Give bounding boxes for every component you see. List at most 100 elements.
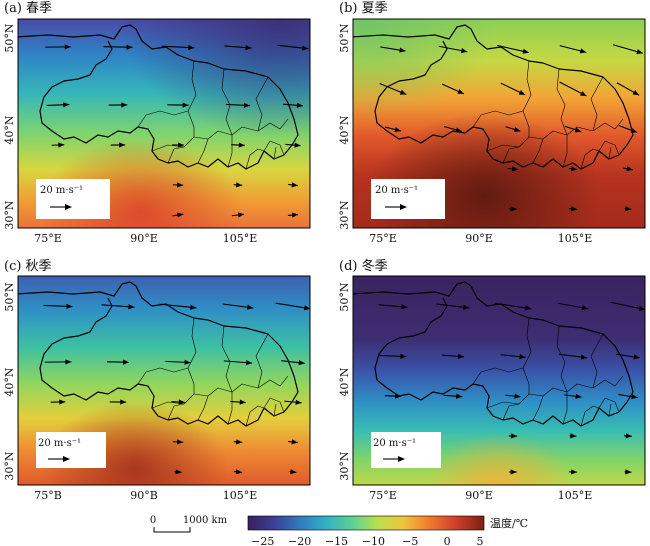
- wind-arrow-head: [638, 305, 645, 311]
- scale-bar: 0 1000 km: [150, 515, 228, 533]
- colorbar-tick: 0: [444, 535, 451, 546]
- y-tick: 30°N: [3, 200, 16, 229]
- wind-arrow-head: [178, 399, 185, 405]
- x-tick: 75°E: [369, 489, 397, 502]
- wind-arrow-head: [298, 360, 305, 366]
- x-tick: 105°E: [558, 489, 593, 502]
- wind-arrow-head: [457, 89, 464, 94]
- y-axis-ticks: 50°N 40°N 30°N: [3, 282, 16, 480]
- legend-box: [36, 179, 110, 219]
- wind-arrow-head: [511, 433, 518, 439]
- panel-frame: [352, 275, 646, 486]
- wind-arrow: [159, 303, 197, 309]
- panel-title: (c) 秋季: [4, 259, 52, 274]
- wind-arrow-head: [184, 359, 191, 365]
- wind-arrow-head: [625, 433, 632, 439]
- wind-arrow-head: [401, 304, 408, 310]
- wind-arrow-head: [525, 305, 532, 311]
- wind-arrow-head: [177, 142, 184, 148]
- panel-autumn: (c) 秋季 20 m·s⁻¹ 75°B 90°B 105°E 50°N 40°…: [3, 259, 311, 502]
- y-axis-ticks: 50°N 40°N 30°N: [3, 23, 16, 229]
- temperature-field: 20 m·s⁻¹: [18, 19, 310, 228]
- x-tick: 105°E: [558, 232, 593, 245]
- y-tick: 30°N: [338, 200, 351, 229]
- wind-arrow-head: [630, 127, 638, 133]
- wind-arrow-head: [631, 394, 638, 400]
- panel-title: (d) 冬季: [339, 258, 388, 274]
- wind-arrow-head: [188, 44, 195, 51]
- wind-arrow-head: [245, 45, 252, 51]
- panel-title: (b) 夏季: [339, 1, 388, 16]
- x-axis-ticks: 75°E 90°E 105°E: [369, 232, 592, 245]
- x-tick: 105°E: [223, 232, 258, 245]
- panel-summer: (b) 夏季 20 m·s⁻¹ 75°E 90°E 105°E 50°N 40°…: [338, 1, 646, 245]
- wind-arrow-head: [570, 433, 577, 439]
- x-axis-ticks: 75°E 90°E 105°E: [369, 489, 592, 502]
- temperature-field: 20 m·s⁻¹: [353, 19, 645, 228]
- wind-arrow-head: [514, 393, 521, 399]
- x-axis-ticks: 75°E 90°E 105°E: [34, 232, 257, 245]
- x-tick: 75°E: [34, 232, 62, 245]
- wind-arrow-head: [63, 102, 70, 108]
- panel-title: (a) 春季: [4, 1, 52, 16]
- wind-arrow-head: [633, 354, 640, 360]
- colorbar-tick: −25: [251, 535, 274, 546]
- reference-arrow-head: [398, 456, 405, 462]
- wind-vectors: [379, 44, 644, 212]
- y-tick: 40°N: [338, 367, 351, 396]
- y-tick: 50°N: [338, 23, 351, 52]
- wind-arrow-head: [625, 469, 632, 475]
- wind-arrow-head: [235, 469, 243, 475]
- wind-arrow-head: [579, 48, 587, 54]
- wind-arrow-head: [580, 354, 588, 360]
- wind-arrow-head: [457, 353, 465, 359]
- wind-arrow-head: [65, 359, 72, 365]
- wind-arrow-head: [296, 102, 303, 108]
- wind-arrow-head: [177, 182, 184, 188]
- wind-vectors: [43, 302, 310, 475]
- reference-arrow-head: [65, 204, 72, 210]
- wind-arrow-head: [290, 469, 297, 475]
- x-axis-ticks: 75°B 90°B 105°E: [34, 489, 257, 502]
- wind-arrow-head: [126, 44, 133, 50]
- y-tick: 50°N: [338, 282, 351, 311]
- wind-arrow-head: [177, 439, 184, 445]
- wind-arrow-head: [632, 90, 640, 96]
- wind-arrow-head: [571, 469, 578, 475]
- y-tick: 50°N: [3, 23, 16, 52]
- colorbar-tick: 5: [477, 535, 484, 546]
- y-axis-ticks: 50°N 40°N 30°N: [338, 23, 351, 229]
- wind-arrow-head: [510, 469, 517, 475]
- wind-arrow-head: [570, 166, 578, 172]
- y-tick: 30°N: [3, 451, 16, 480]
- wind-arrow-head: [236, 182, 243, 188]
- wind-arrow-head: [625, 206, 632, 212]
- wind-arrow-head: [302, 45, 309, 51]
- wind-arrow-head: [399, 89, 407, 95]
- wind-arrow-head: [119, 142, 126, 148]
- wind-arrow-head: [247, 304, 254, 310]
- wind-arrow-head: [513, 127, 521, 132]
- wind-arrow-head: [463, 304, 470, 310]
- x-tick: 75°E: [369, 232, 397, 245]
- wind-arrow-head: [239, 399, 246, 405]
- wind-arrow-head: [120, 399, 127, 405]
- wind-arrow-head: [400, 353, 407, 359]
- wind-arrow-head: [177, 212, 184, 218]
- y-axis-ticks: 50°N 40°N 30°N: [338, 282, 351, 480]
- colorbar-tick: −5: [402, 535, 418, 546]
- wind-arrow-head: [303, 305, 310, 311]
- legend-label: 20 m·s⁻¹: [38, 438, 81, 449]
- wind-arrow-head: [175, 469, 182, 475]
- x-tick: 90°B: [130, 489, 158, 502]
- legend-box: [371, 432, 441, 468]
- y-tick: 30°N: [338, 451, 351, 480]
- wind-arrow-head: [182, 102, 189, 108]
- scale-distance: 1000 km: [183, 515, 228, 526]
- panel-frame: [17, 275, 311, 486]
- wind-arrow-head: [121, 102, 128, 108]
- panel-frame: [352, 18, 646, 229]
- wind-arrow-head: [238, 142, 245, 148]
- wind-arrow-head: [522, 48, 529, 54]
- panel-frame: [17, 18, 311, 229]
